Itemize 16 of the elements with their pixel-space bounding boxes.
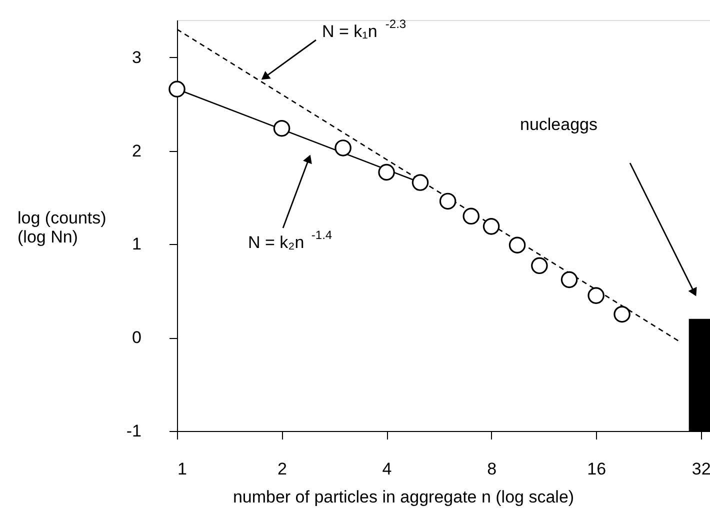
y-tick-label: 2 xyxy=(132,141,142,160)
y-tick-label: 3 xyxy=(132,48,142,67)
annotation: N = k₁n-2.3 xyxy=(322,17,406,41)
annotation: N = k₂n-1.4 xyxy=(248,228,332,252)
x-tick-label: 8 xyxy=(487,460,497,478)
x-tick-label: 32 xyxy=(692,460,710,478)
x-tick-label: 16 xyxy=(587,460,606,478)
x-tick-label: 1 xyxy=(178,460,187,478)
x-axis-title: number of particles in aggregate n (log scale) xyxy=(232,488,574,506)
y-tick-label: -1 xyxy=(126,422,142,440)
y-axis-title: log (counts) (log Nn) xyxy=(18,208,106,246)
y-tick-label: 0 xyxy=(132,328,142,348)
y-tick-label: 1 xyxy=(132,234,142,254)
x-tick-label: 4 xyxy=(382,460,392,478)
x-tick-label: 2 xyxy=(278,460,287,478)
annotation: nucleaggs xyxy=(520,115,598,134)
